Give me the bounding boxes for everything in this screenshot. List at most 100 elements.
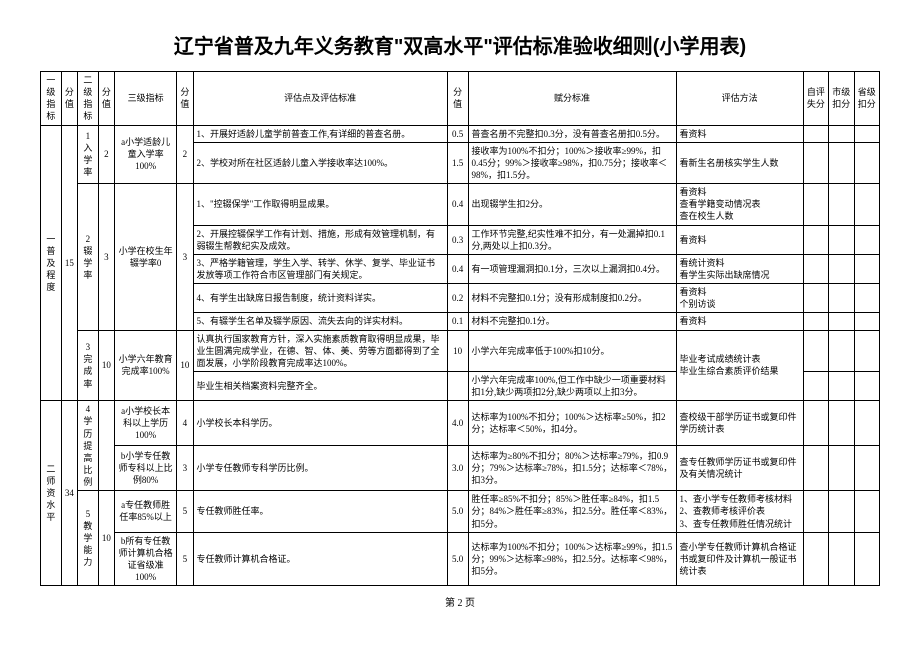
l3-d: a小学校长本科以上学历100%	[114, 401, 176, 446]
table-row: 一 普及 程度 15 1 入学 率 2 a小学适龄儿童入学率100% 2 1、开…	[41, 125, 880, 142]
grade-4: 工作环节完整,纪实性难不扣分，有一处漏掉扣0.1分,两处以上扣0.3分。	[468, 225, 676, 254]
self-13	[803, 532, 828, 586]
self-11	[803, 446, 828, 491]
eval-12: 专任教师胜任率。	[193, 491, 447, 532]
l3-a: a小学适龄儿童入学率100%	[114, 125, 176, 184]
city-4	[829, 225, 854, 254]
h-grade: 赋分标准	[468, 72, 676, 126]
self-4	[803, 225, 828, 254]
evaluation-table: 一级指标 分值 二级指标 分值 三级指标 分值 评估点及评估标准 分值 赋分标准…	[40, 71, 880, 586]
l1-b-score: 34	[61, 401, 77, 586]
method-2: 看新生名册核实学生人数	[676, 142, 803, 183]
eval-6: 4、有学生出缺席日报告制度，统计资料详实。	[193, 284, 447, 313]
city-7	[829, 313, 854, 330]
method-11: 查专任教师学历证书或复印件及有关情况统计	[676, 446, 803, 491]
prov-7	[854, 313, 880, 330]
eval-4: 2、开展控辍保学工作有计划、措施，形成有效管理机制，有弱辍生帮教纪实及成效。	[193, 225, 447, 254]
method-6: 看资料 个别访谈	[676, 284, 803, 313]
city-9	[829, 371, 854, 400]
prov-6	[854, 284, 880, 313]
grade-9: 小学六年完成率100%,但工作中缺少一项重要材料扣1分,缺少两项扣2分,缺少两项…	[468, 371, 676, 400]
eval-3: 1、"控辍保学"工作取得明显成果。	[193, 184, 447, 225]
l2-1: 1 入学 率	[77, 125, 98, 184]
method-8: 毕业考试成绩统计表 毕业生综合素质评价结果	[676, 330, 803, 401]
method-5: 看统计资料 看学生实际出缺席情况	[676, 254, 803, 283]
grade-7: 材料不完整扣0.1分。	[468, 313, 676, 330]
prov-4	[854, 225, 880, 254]
table-row: 二 师资 水平 34 4 学历 提高 比例 a小学校长本科以上学历100% 4 …	[41, 401, 880, 446]
self-12	[803, 491, 828, 532]
prov-8	[854, 330, 880, 371]
eval-7: 5、有辍学生名单及辍学原因、流失去向的详实材料。	[193, 313, 447, 330]
h-fz1: 分值	[61, 72, 77, 126]
l3-b-score: 3	[177, 184, 193, 330]
self-6	[803, 284, 828, 313]
fz-11: 3.0	[447, 446, 468, 491]
l3-f-score: 5	[177, 491, 193, 532]
table-row: b所有专任教师计算机合格证省级准100% 5 专任教师计算机合格证。 5.0 达…	[41, 532, 880, 586]
l2-3-score: 10	[98, 330, 114, 401]
city-10	[829, 401, 854, 446]
method-4: 看资料	[676, 225, 803, 254]
h-fz4: 分值	[447, 72, 468, 126]
h-l2: 二级指标	[77, 72, 98, 126]
city-2	[829, 142, 854, 183]
method-12: 1、查小学专任教师考核材料 2、查教师考核评价表 3、查专任教师胜任情况统计	[676, 491, 803, 532]
l2-5-score: 10	[98, 491, 114, 586]
eval-2: 2、学校对所在社区适龄儿童入学接收率达100%。	[193, 142, 447, 183]
l2-4: 4 学历 提高 比例	[77, 401, 98, 491]
self-10	[803, 401, 828, 446]
grade-8: 小学六年完成率低于100%扣10分。	[468, 330, 676, 371]
fz-9	[447, 371, 468, 400]
table-row: 5 教学 能力 10 a专任教师胜任率85%以上 5 专任教师胜任率。 5.0 …	[41, 491, 880, 532]
l3-d-score: 4	[177, 401, 193, 446]
h-prov: 省级扣分	[854, 72, 880, 126]
grade-10: 达标率为100%不扣分；100%＞达标率≥50%，扣2分；达标率＜50%，扣4分…	[468, 401, 676, 446]
city-3	[829, 184, 854, 225]
table-row: b小学专任教师专科以上比例80% 3 小学专任教师专科学历比例。 3.0 达标率…	[41, 446, 880, 491]
h-fz2: 分值	[98, 72, 114, 126]
city-1	[829, 125, 854, 142]
prov-11	[854, 446, 880, 491]
self-7	[803, 313, 828, 330]
grade-13: 达标率为100%不扣分；100%＞达标率≥99%，扣1.5分；99%＞达标率≥9…	[468, 532, 676, 586]
self-5	[803, 254, 828, 283]
grade-5: 有一项管理漏洞扣0.1分，三次以上漏洞扣0.4分。	[468, 254, 676, 283]
prov-3	[854, 184, 880, 225]
h-l1: 一级指标	[41, 72, 62, 126]
l3-g: b所有专任教师计算机合格证省级准100%	[114, 532, 176, 586]
self-9	[803, 371, 828, 400]
eval-13: 专任教师计算机合格证。	[193, 532, 447, 586]
city-8	[829, 330, 854, 371]
fz-10: 4.0	[447, 401, 468, 446]
l1-a-score: 15	[61, 125, 77, 401]
l2-2-score: 3	[98, 184, 114, 330]
eval-1: 1、开展好适龄儿童学前普查工作,有详细的普查名册。	[193, 125, 447, 142]
prov-10	[854, 401, 880, 446]
header-row: 一级指标 分值 二级指标 分值 三级指标 分值 评估点及评估标准 分值 赋分标准…	[41, 72, 880, 126]
l3-c-score: 10	[177, 330, 193, 401]
fz-4: 0.3	[447, 225, 468, 254]
city-5	[829, 254, 854, 283]
prov-5	[854, 254, 880, 283]
table-row: 2 辍学 率 3 小学在校生年辍学率0 3 1、"控辍保学"工作取得明显成果。 …	[41, 184, 880, 225]
prov-2	[854, 142, 880, 183]
prov-1	[854, 125, 880, 142]
fz-1: 0.5	[447, 125, 468, 142]
h-fz3: 分值	[177, 72, 193, 126]
eval-5: 3、严格学籍管理，学生入学、转学、休学、复学、毕业证书发放等项工作符合市区管理部…	[193, 254, 447, 283]
h-eval: 评估点及评估标准	[193, 72, 447, 126]
l3-e: b小学专任教师专科以上比例80%	[114, 446, 176, 491]
eval-8: 认真执行国家教育方针，深入实施素质教育取得明显成果，毕业生圆满完成学业，在德、智…	[193, 330, 447, 371]
l2-2: 2 辍学 率	[77, 184, 98, 330]
method-10: 查校级干部学历证书或复印件 学历统计表	[676, 401, 803, 446]
city-13	[829, 532, 854, 586]
l3-b: 小学在校生年辍学率0	[114, 184, 176, 330]
grade-6: 材料不完整扣0.1分；没有形成制度扣0.2分。	[468, 284, 676, 313]
l3-c: 小学六年教育完成率100%	[114, 330, 176, 401]
l3-a-score: 2	[177, 125, 193, 184]
method-1: 看资料	[676, 125, 803, 142]
page-footer: 第 2 页	[40, 594, 880, 609]
fz-13: 5.0	[447, 532, 468, 586]
city-12	[829, 491, 854, 532]
